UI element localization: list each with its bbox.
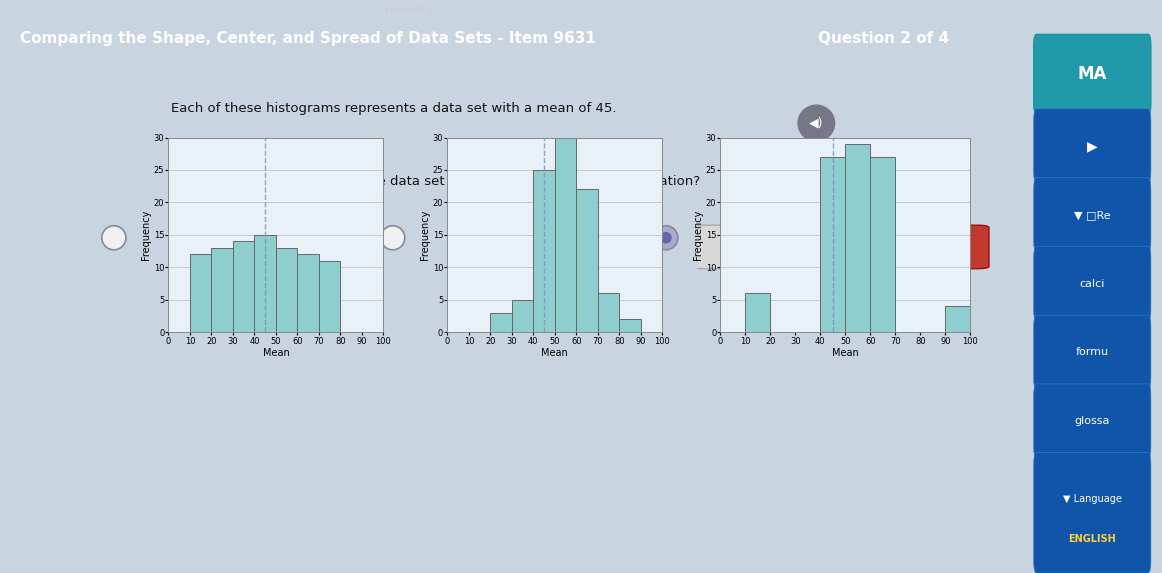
FancyBboxPatch shape — [1034, 34, 1150, 115]
X-axis label: Mean: Mean — [263, 348, 289, 358]
Bar — [189, 254, 211, 332]
Bar — [619, 319, 641, 332]
Text: Question 2 of 4: Question 2 of 4 — [818, 31, 949, 46]
Y-axis label: Frequency: Frequency — [141, 210, 151, 260]
Circle shape — [381, 226, 404, 250]
Text: ▼ Language: ▼ Language — [1063, 493, 1121, 504]
Bar — [820, 157, 846, 332]
Text: ◀): ◀) — [809, 117, 824, 129]
Text: formu: formu — [1076, 347, 1109, 358]
Text: Each of these histograms represents a data set with a mean of 45.: Each of these histograms represents a da… — [171, 103, 616, 115]
Text: Which histogram represents the data set with the greatest standard deviation?: Which histogram represents the data set … — [171, 175, 700, 188]
Bar — [533, 170, 554, 332]
Bar — [297, 254, 318, 332]
Text: Learning: Learning — [385, 5, 433, 15]
Bar — [746, 293, 770, 332]
Circle shape — [102, 226, 125, 250]
Bar — [870, 157, 895, 332]
FancyBboxPatch shape — [1034, 315, 1150, 390]
Text: calci: calci — [1079, 278, 1105, 289]
Bar — [576, 190, 597, 332]
Circle shape — [654, 226, 677, 250]
FancyBboxPatch shape — [1034, 246, 1150, 321]
X-axis label: Mean: Mean — [541, 348, 568, 358]
Y-axis label: Frequency: Frequency — [419, 210, 430, 260]
X-axis label: Mean: Mean — [832, 348, 859, 358]
Circle shape — [661, 233, 670, 243]
Text: glossa: glossa — [1075, 416, 1110, 426]
Text: CHECK: CHECK — [882, 240, 932, 253]
Text: ▶: ▶ — [1086, 139, 1098, 153]
Bar — [254, 235, 277, 332]
Bar — [490, 313, 512, 332]
Bar — [598, 293, 619, 332]
Bar — [318, 261, 340, 332]
Y-axis label: Frequency: Frequency — [693, 210, 703, 260]
Bar — [946, 307, 970, 332]
Bar — [211, 248, 232, 332]
Bar — [511, 300, 533, 332]
Bar — [555, 138, 576, 332]
Bar — [846, 144, 870, 332]
FancyBboxPatch shape — [1034, 453, 1150, 573]
Text: Comparing the Shape, Center, and Spread of Data Sets - Item 9631: Comparing the Shape, Center, and Spread … — [21, 31, 596, 46]
FancyBboxPatch shape — [1034, 384, 1150, 458]
FancyBboxPatch shape — [1034, 178, 1150, 252]
FancyBboxPatch shape — [826, 225, 989, 269]
Text: MA: MA — [1077, 65, 1107, 84]
FancyBboxPatch shape — [691, 225, 835, 269]
Bar — [277, 248, 297, 332]
Text: ▼ □Re: ▼ □Re — [1074, 210, 1111, 220]
FancyBboxPatch shape — [1034, 109, 1150, 183]
Text: ENGLISH: ENGLISH — [1068, 533, 1117, 544]
Bar — [232, 241, 254, 332]
Circle shape — [798, 105, 834, 142]
Text: CLEAR: CLEAR — [739, 240, 787, 253]
